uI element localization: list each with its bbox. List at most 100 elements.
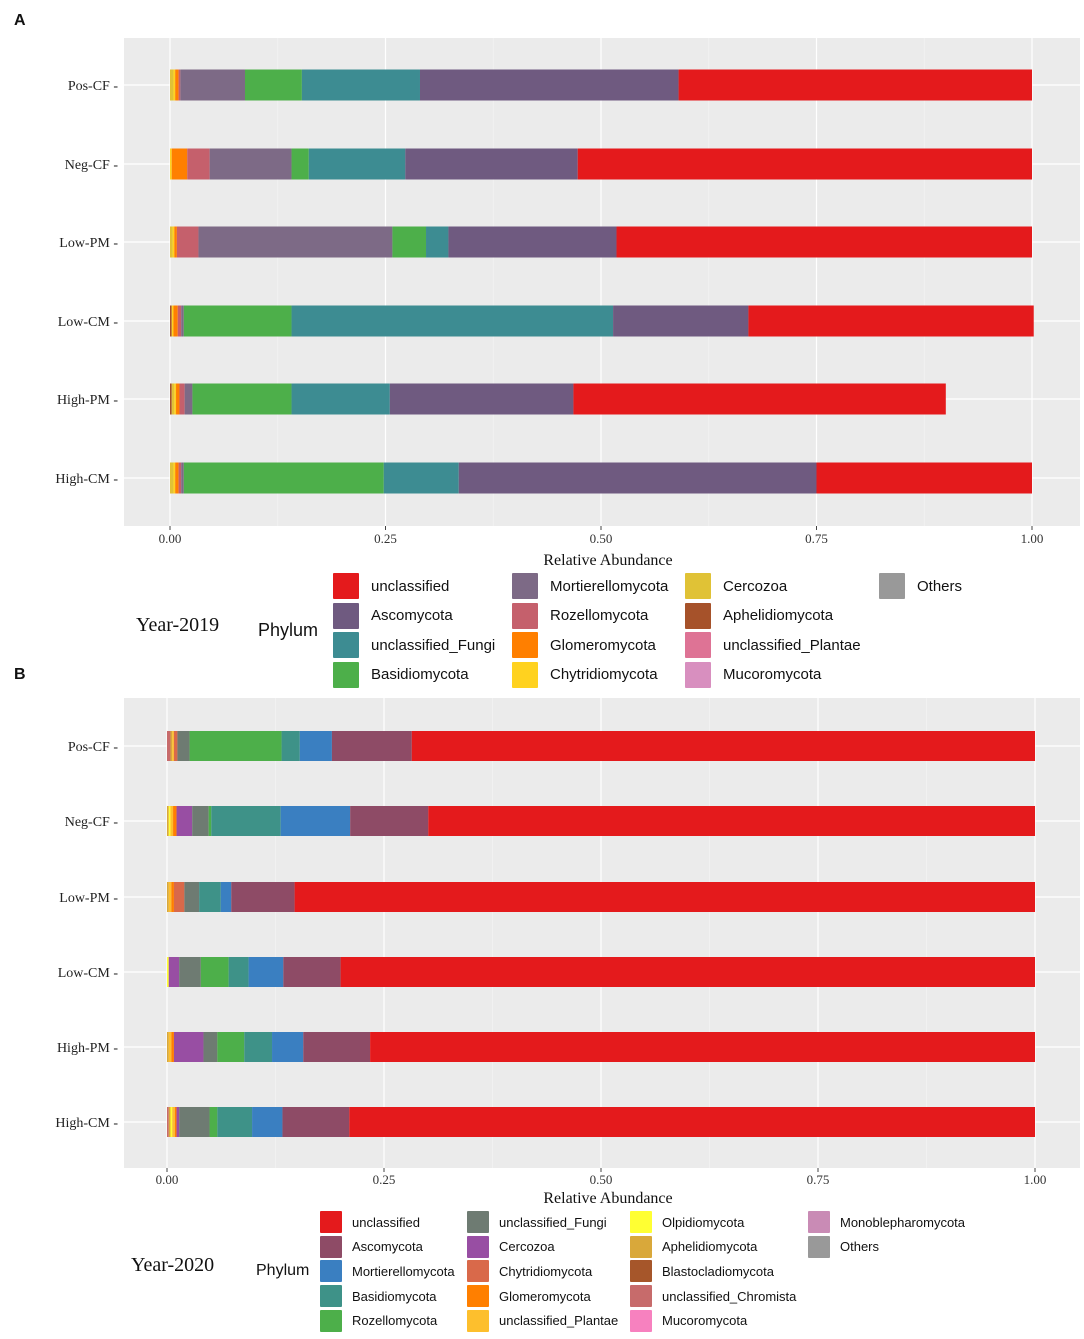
bar-segment-b-high-cm-unclassified-plantae [172, 1107, 175, 1137]
category-label-b-pos-cf: Pos-CF - [68, 740, 119, 755]
bar-segment-a-pos-cf-cercozoa [170, 69, 174, 101]
bar-segment-a-neg-cf-glomeromycota [171, 148, 188, 180]
x-tick-label-b-4: 1.00 [1024, 1172, 1047, 1187]
bar-segment-a-low-cm-aphelidiomycota [170, 305, 172, 337]
bar-segment-b-high-cm-unclassified-fungi [179, 1107, 210, 1137]
bar-segment-b-high-cm-ascomycota [282, 1107, 350, 1137]
legend-swatch-a-basidiomycota [333, 661, 359, 688]
legend-swatch-b-basidiomycota [320, 1285, 342, 1308]
legend-swatch-b-cercozoa [467, 1235, 489, 1258]
legend-label-b-ascomycota: Ascomycota [352, 1239, 423, 1255]
bar-segment-a-high-pm-mortierellomycota [184, 383, 193, 415]
bar-segment-b-low-cm-cercozoa [168, 957, 180, 987]
legend-label-a-glomeromycota: Glomeromycota [550, 636, 656, 654]
legend-label-a-ascomycota: Ascomycota [371, 607, 453, 624]
bar-segment-a-low-pm-rozellomycota [176, 226, 199, 258]
bar-segment-a-low-cm-glomeromycota [173, 305, 178, 337]
bar-segment-b-high-pm-unclassified-fungi [203, 1032, 218, 1062]
x-tick-label-a-1: 0.25 [374, 531, 397, 546]
bar-segment-a-pos-cf-unclassified [678, 69, 1032, 101]
bar-segment-a-low-cm-unclassified-fungi [291, 305, 614, 337]
legend-item-b-aphelidiomycota: Aphelidiomycota [630, 1235, 758, 1258]
bar-segment-b-neg-cf-unclassified-plantae [170, 806, 174, 836]
legend-label-b-mortierellomycota: Mortierellomycota [352, 1263, 455, 1279]
legend-item-b-unclassified: unclassified [320, 1211, 420, 1233]
legend-label-b-monoblepharomycota: Monoblepharomycota [840, 1214, 966, 1230]
category-label-b-neg-cf: Neg-CF - [65, 815, 119, 830]
bar-segment-b-pos-cf-basidiomycota [281, 731, 300, 761]
legend-swatch-b-aphelidiomycota [630, 1235, 652, 1258]
legend-item-a-mortierellomycota: Mortierellomycota [512, 573, 668, 599]
year-label-a: Year-2019 [136, 614, 220, 636]
legend-item-a-aphelidiomycota: Aphelidiomycota [685, 602, 833, 629]
legend-item-a-unclassified-plantae: unclassified_Plantae [685, 632, 861, 658]
legend-item-b-unclassified-fungi: unclassified_Fungi [467, 1211, 607, 1233]
bar-segment-b-low-cm-mortierellomycota [248, 957, 284, 987]
legend-label-b-unclassified-chromista: unclassified_Chromista [662, 1288, 797, 1304]
legend-label-b-olpidiomycota: Olpidiomycota [662, 1214, 745, 1230]
bar-segment-a-neg-cf-unclassified-fungi [308, 148, 406, 180]
bar-segment-b-neg-cf-olpidiomycota [168, 806, 171, 836]
legend-item-b-unclassified-plantae: unclassified_Plantae [467, 1309, 618, 1332]
bar-segment-b-high-pm-rozellomycota [217, 1032, 245, 1062]
bar-segment-b-pos-cf-mortierellomycota [299, 731, 332, 761]
legend-swatch-a-unclassified [333, 573, 359, 599]
bar-segment-b-low-pm-unclassified-fungi [184, 882, 200, 912]
legend-item-b-mucoromycota: Mucoromycota [630, 1309, 747, 1332]
legend-label-b-aphelidiomycota: Aphelidiomycota [662, 1239, 758, 1255]
bar-segment-a-high-pm-basidiomycota [192, 383, 292, 415]
bar-segment-a-high-pm-unclassified-fungi [291, 383, 390, 415]
plot-a: Pos-CF - Neg-CF - Low-PM - Low-CM - High-PM … [55, 38, 1080, 569]
bar-segment-b-low-pm-unclassified [294, 882, 1035, 912]
bar-segment-b-high-cm-glomeromycota [174, 1107, 177, 1137]
bar-segment-a-high-cm-ascomycota [458, 462, 817, 494]
bar-segment-a-low-pm-chytridiomycota [172, 226, 175, 258]
x-tick-label-b-1: 0.25 [373, 1172, 396, 1187]
bar-segment-b-low-pm-chytridiomycota [173, 882, 185, 912]
x-axis-title-a: Relative Abundance [543, 552, 672, 569]
x-tick-label-a-0: 0.00 [159, 531, 182, 546]
legend-swatch-a-ascomycota [333, 602, 359, 629]
bar-segment-b-high-cm-aphelidiomycota [168, 1107, 171, 1137]
panel-label-b: B [14, 666, 26, 683]
bar-segment-b-high-pm-basidiomycota [244, 1032, 273, 1062]
bar-segment-a-high-pm-unclassified [573, 383, 946, 415]
legend-label-a-unclassified-plantae: unclassified_Plantae [723, 636, 861, 654]
bar-segment-b-high-cm-unclassified [349, 1107, 1035, 1137]
bar-segment-b-high-cm-cercozoa [176, 1107, 180, 1137]
bar-segment-b-low-pm-mortierellomycota [220, 882, 232, 912]
bar-segment-a-low-cm-unclassified [748, 305, 1034, 337]
category-label-a-neg-cf: Neg-CF - [65, 158, 119, 173]
panel-label-a: A [14, 12, 26, 29]
bar-segment-b-high-cm-mortierellomycota [252, 1107, 283, 1137]
legend-swatch-a-aphelidiomycota [685, 602, 711, 629]
x-tick-label-a-4: 1.00 [1021, 531, 1044, 546]
plot-b: Pos-CF - Neg-CF - Low-PM - Low-CM - High-PM … [55, 698, 1080, 1207]
legend-swatch-a-others [879, 573, 905, 599]
legend-swatch-b-unclassified-plantae [467, 1309, 489, 1332]
legend-item-a-unclassified: unclassified [333, 573, 449, 599]
legend-label-a-mortierellomycota: Mortierellomycota [550, 577, 669, 595]
bar-segment-b-low-pm-unclassified-plantae [168, 882, 172, 912]
bar-segment-b-low-cm-unclassified [340, 957, 1036, 987]
bar-segment-b-high-pm-unclassified-plantae [168, 1032, 172, 1062]
legend-label-b-unclassified-fungi: unclassified_Fungi [499, 1214, 607, 1230]
bar-segment-a-neg-cf-chytridiomycota [170, 148, 172, 180]
bar-segment-b-pos-cf-unclassified-chromista [167, 731, 171, 761]
legend-label-a-unclassified: unclassified [371, 577, 450, 595]
legend-label-b-basidiomycota: Basidiomycota [352, 1288, 437, 1304]
legend-item-a-basidiomycota: Basidiomycota [333, 661, 469, 688]
bar-segment-a-high-cm-mortierellomycota [181, 462, 184, 494]
legend-item-b-olpidiomycota: Olpidiomycota [630, 1211, 744, 1233]
bar-segment-b-high-cm-olpidiomycota [170, 1107, 173, 1137]
legend-label-a-rozellomycota: Rozellomycota [550, 607, 649, 624]
legend-item-b-mortierellomycota: Mortierellomycota [320, 1260, 455, 1283]
bar-segment-b-high-pm-mortierellomycota [272, 1032, 304, 1062]
x-tick-label-a-2: 0.50 [590, 531, 613, 546]
bar-segment-b-low-cm-unclassified-fungi [179, 957, 201, 987]
bar-segment-a-high-cm-unclassified [816, 462, 1032, 494]
legend-item-b-monoblepharomycota: Monoblepharomycota [808, 1211, 965, 1233]
legend-item-b-chytridiomycota: Chytridiomycota [467, 1260, 592, 1283]
legend-swatch-b-blastocladiomycota [630, 1260, 652, 1283]
bar-segment-b-low-cm-basidiomycota [228, 957, 249, 987]
